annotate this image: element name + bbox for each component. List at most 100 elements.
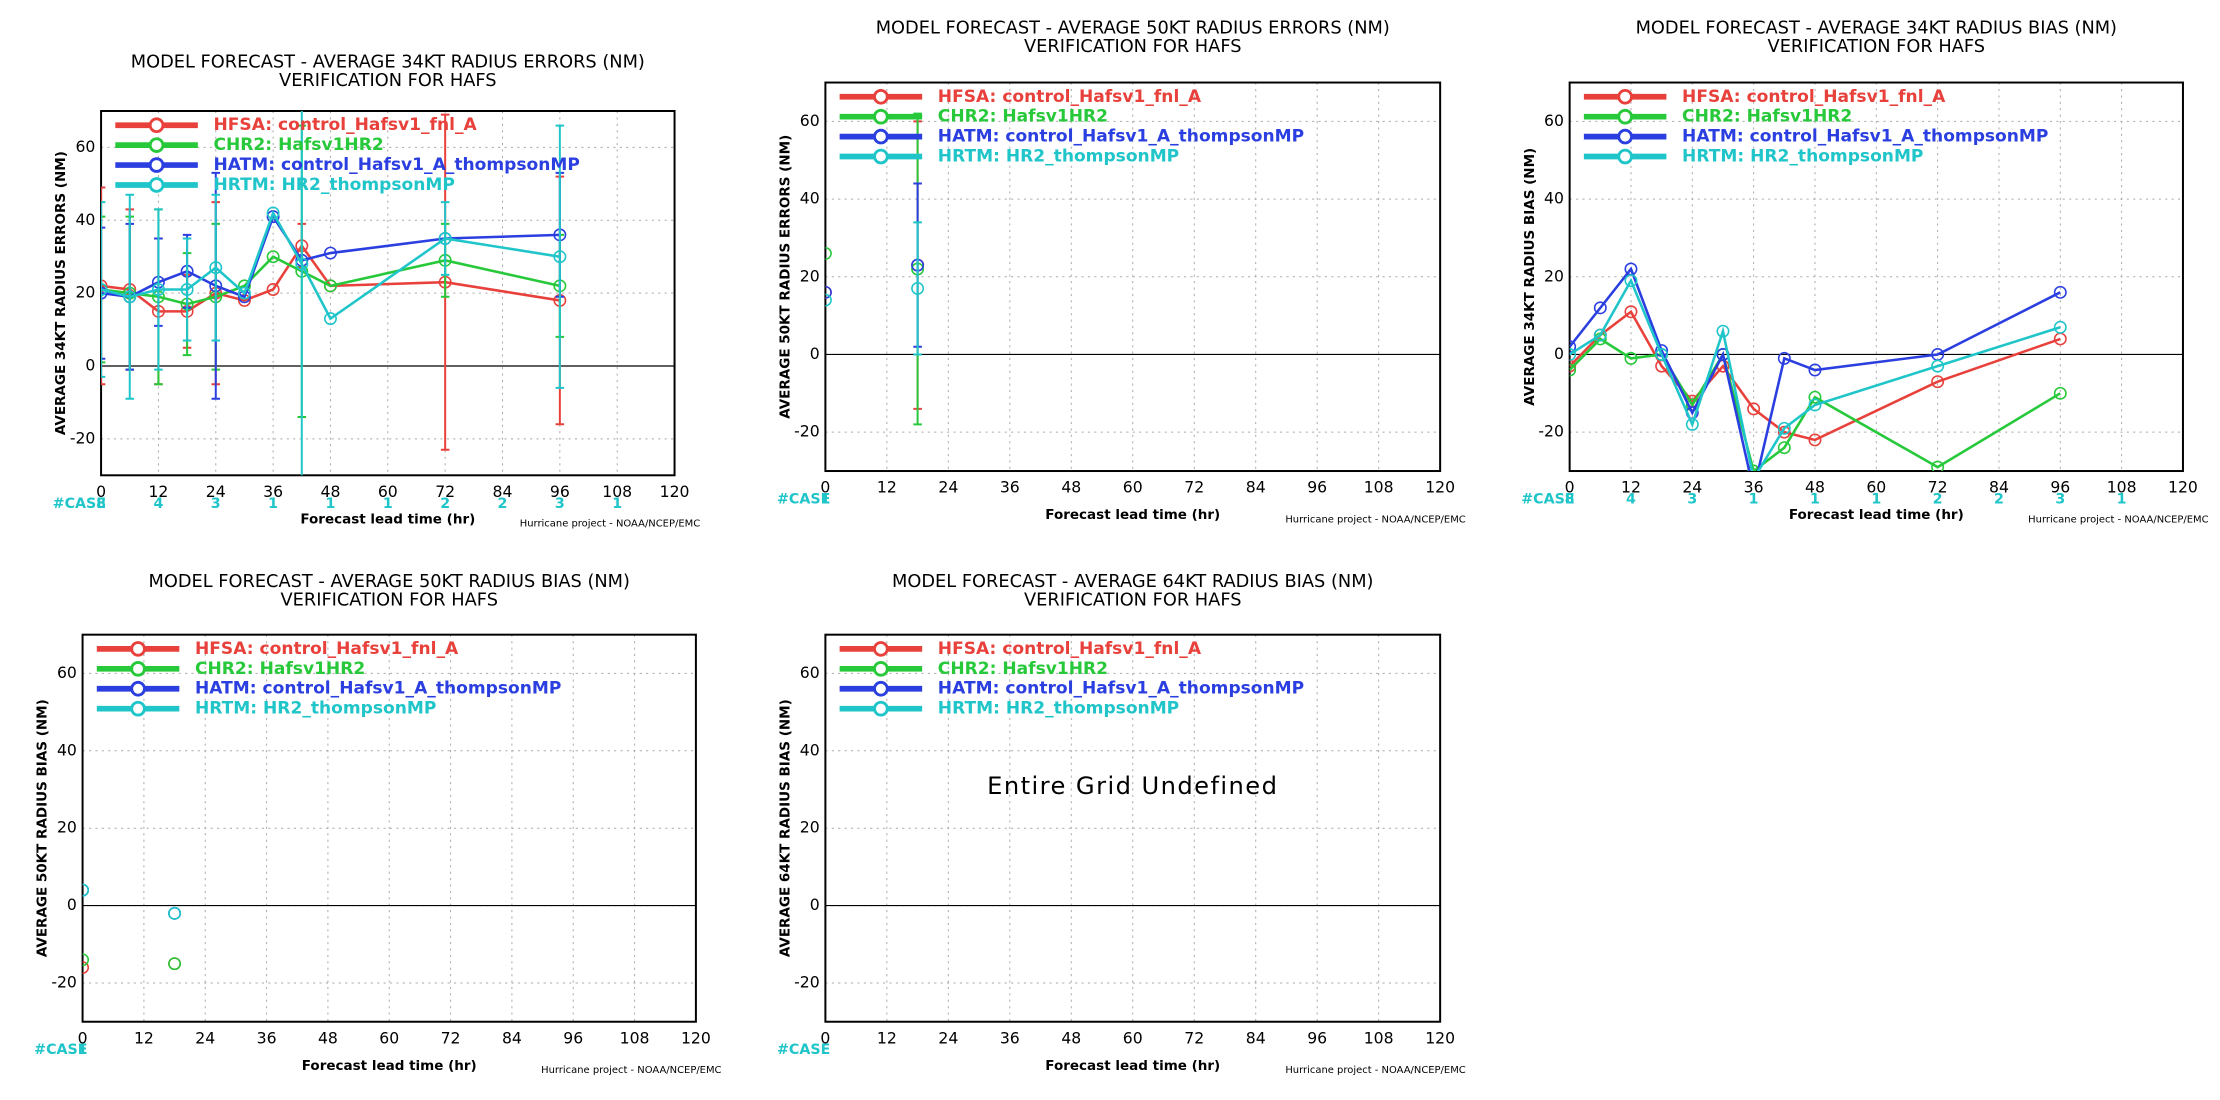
point: [1808, 363, 1822, 377]
legend-label: HFSA: control_Hafsv1_fnl_A: [1682, 87, 1946, 107]
x-tick-label: 120: [1425, 1028, 1455, 1047]
legend-marker: [148, 137, 165, 153]
x-tick-label: 36: [1000, 1028, 1020, 1047]
series-line: [101, 213, 560, 299]
error-bar: [101, 226, 106, 360]
error-bar: [913, 221, 922, 356]
case-count: 1: [78, 1042, 88, 1058]
y-tick-label: 40: [57, 740, 77, 759]
x-axis-label: Forecast lead time (hr): [302, 1058, 477, 1074]
case-label: #CASE: [53, 496, 106, 512]
y-tick-label: 0: [85, 356, 95, 375]
point: [1931, 375, 1945, 389]
point: [1777, 425, 1791, 439]
x-tick-label: 12: [877, 1028, 897, 1047]
chart-subtitle: VERIFICATION FOR HAFS: [1024, 590, 1242, 611]
point: [1808, 390, 1822, 404]
point: [1747, 402, 1761, 416]
point: [266, 250, 280, 264]
x-tick-label: 0: [1565, 478, 1575, 497]
point: [151, 283, 165, 296]
point: [438, 232, 452, 245]
legend-marker: [130, 700, 146, 717]
point: [323, 312, 337, 326]
error-bar: [300, 110, 303, 476]
x-tick-label: 72: [1928, 478, 1948, 497]
x-axis-label: Forecast lead time (hr): [1045, 507, 1220, 523]
plot-frame: [824, 81, 1442, 473]
x-tick-label: 24: [1682, 478, 1702, 497]
legend-marker: [873, 660, 889, 677]
legend-marker: [148, 117, 165, 134]
case-count: 1: [820, 491, 830, 507]
x-axis-label: Forecast lead time (hr): [1045, 1058, 1220, 1074]
point: [1655, 348, 1669, 361]
legend-label: CHR2: Hafsv1HR2: [1682, 107, 1852, 127]
point: [2053, 285, 2067, 299]
chart-title: MODEL FORECAST - AVERAGE 50KT RADIUS ERR…: [876, 17, 1390, 38]
case-count: 1: [326, 496, 336, 512]
x-tick-label: 36: [257, 1028, 277, 1047]
legend-label: HATM: control_Hafsv1_A_thompsonMP: [938, 127, 1304, 147]
case-count: 2: [1994, 491, 2004, 507]
x-tick-label: 120: [681, 1028, 711, 1047]
error-bar: [182, 237, 192, 342]
case-count: 8: [1565, 491, 1575, 507]
case-count: 1: [2117, 491, 2127, 507]
y-tick-label: 60: [75, 137, 95, 156]
legend-label: CHR2: Hafsv1HR2: [195, 659, 365, 679]
y-tick-label: 20: [57, 818, 77, 837]
point: [2053, 320, 2067, 334]
y-tick-label: 0: [1554, 344, 1564, 363]
point: [101, 286, 108, 300]
chart: MODEL FORECAST - AVERAGE 64KT RADIUS BIA…: [777, 571, 1466, 1076]
point: [1624, 305, 1638, 319]
y-tick-label: 20: [75, 283, 95, 302]
x-tick-label: 36: [263, 482, 283, 501]
x-tick-label: 72: [441, 1028, 461, 1047]
footer: Hurricane project - NOAA/NCEP/EMC: [2028, 514, 2208, 525]
data-layer: [101, 110, 567, 476]
legend-marker: [148, 177, 165, 193]
series-line: [101, 209, 561, 321]
point: [2053, 386, 2067, 400]
case-label: #CASE: [777, 1042, 830, 1058]
point: [1685, 417, 1699, 431]
y-tick-label: -20: [794, 422, 820, 441]
point: [323, 279, 337, 293]
y-axis-label: AVERAGE 50KT RADIUS BIAS (NM): [35, 699, 51, 957]
point: [1808, 398, 1822, 412]
x-tick-label: 12: [877, 478, 897, 497]
point: [266, 283, 280, 296]
legend-marker: [1617, 128, 1633, 145]
error-bar: [555, 124, 565, 389]
point: [1569, 348, 1577, 361]
y-axis-label: AVERAGE 34KT RADIUS ERRORS (NM): [53, 151, 69, 435]
error-bar: [125, 193, 135, 400]
case-count: 4: [153, 496, 163, 512]
x-tick-label: 96: [563, 1028, 583, 1047]
legend-marker: [873, 128, 889, 145]
legend-marker: [873, 148, 889, 165]
error-bar: [440, 201, 450, 276]
y-tick-label: 20: [1544, 266, 1564, 285]
x-tick-label: 96: [1307, 1028, 1327, 1047]
y-tick-label: 40: [75, 210, 95, 229]
point: [123, 290, 137, 304]
chart-subtitle: VERIFICATION FOR HAFS: [280, 590, 498, 611]
series-line: [101, 255, 561, 306]
case-count: 8: [96, 496, 106, 512]
point: [1777, 351, 1791, 365]
y-axis-label: AVERAGE 50KT RADIUS ERRORS (NM): [778, 135, 794, 419]
legend-label: HRTM: HR2_thompsonMP: [195, 699, 436, 719]
data-layer: [82, 883, 182, 975]
y-tick-label: 60: [800, 663, 820, 682]
point: [180, 283, 194, 296]
legend-marker: [130, 641, 146, 657]
point: [1569, 340, 1577, 354]
x-tick-label: 84: [1246, 1028, 1266, 1047]
y-tick-label: -20: [1538, 422, 1564, 441]
x-tick-label: 72: [435, 482, 455, 501]
case-count: 1: [1871, 491, 1881, 507]
